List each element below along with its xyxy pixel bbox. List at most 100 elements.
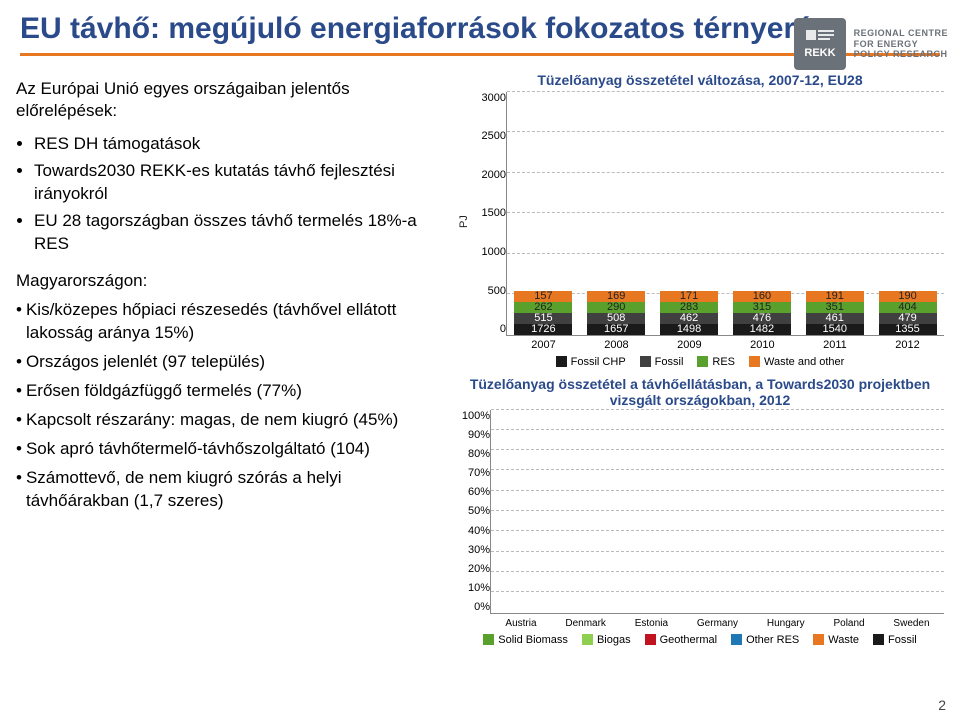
xtick: 2008 [604,339,628,351]
bar-value: 1482 [750,324,774,335]
xtick: Poland [833,618,864,629]
ytick: 10% [468,582,490,594]
bar-segment: 351 [806,302,864,313]
bar-value: 191 [826,291,844,302]
ytick: 60% [468,486,490,498]
bar-value: 1540 [822,324,846,335]
chart1-title: Tüzelőanyag összetétel változása, 2007-1… [456,72,944,88]
legend-label: Fossil CHP [571,356,626,368]
legend-item: Waste [813,634,859,646]
chart1-legend: Fossil CHP Fossil RES Waste and other [456,356,944,368]
ytick: 90% [468,429,490,441]
logo: REKK REGIONAL CENTRE FOR ENERGY POLICY R… [794,18,948,70]
bar-value: 1657 [604,324,628,335]
intro-bullets: RES DH támogatások Towards2030 REKK-es ku… [16,133,446,256]
bar-column: 1482476315160 [733,291,791,335]
legend-item: Fossil [873,634,917,646]
legend-swatch [483,634,494,645]
xtick: Denmark [565,618,606,629]
bar-value: 508 [607,313,625,324]
legend-label: RES [712,356,735,368]
bullet-item: RES DH támogatások [34,133,446,156]
sub-item: •Országos jelenlét (97 település) [16,351,446,374]
legend-swatch [731,634,742,645]
logo-text: REGIONAL CENTRE FOR ENERGY POLICY RESEAR… [854,28,948,60]
ytick: 3000 [482,92,506,104]
bar-segment: 515 [514,313,572,324]
legend-swatch [556,356,567,367]
legend-item: Fossil CHP [556,356,626,368]
legend-item: Solid Biomass [483,634,568,646]
xtick: 2011 [823,339,847,351]
right-column: Tüzelőanyag összetétel változása, 2007-1… [456,72,944,654]
bar-value: 461 [826,313,844,324]
left-column: Az Európai Unió egyes országaiban jelent… [16,72,446,654]
legend-swatch [697,356,708,367]
bar-segment: 262 [514,302,572,313]
ytick: 100% [462,410,490,422]
bar-segment: 283 [660,302,718,313]
bar-value: 283 [680,302,698,313]
bar-segment: 191 [806,291,864,302]
ytick: 40% [468,525,490,537]
bar-value: 157 [534,291,552,302]
legend-label: Biogas [597,634,631,646]
legend-item: Waste and other [749,356,844,368]
bar-segment: 157 [514,291,572,302]
bar-column: 1726515262157 [514,291,572,335]
xtick: 2007 [531,339,555,351]
legend-swatch [640,356,651,367]
xtick: Hungary [767,618,805,629]
xtick: Austria [505,618,536,629]
sub-item: •Kapcsolt részarány: magas, de nem kiugr… [16,409,446,432]
bar-value: 290 [607,302,625,313]
bar-segment: 1482 [733,324,791,335]
bar-column: 1498462283171 [660,291,718,335]
legend-swatch [813,634,824,645]
bar-segment: 404 [879,302,937,313]
bar-value: 190 [898,291,916,302]
chart2-legend: Solid BiomassBiogasGeothermalOther RESWa… [456,634,944,646]
bar-segment: 1726 [514,324,572,335]
bar-value: 262 [534,302,552,313]
bar-segment: 290 [587,302,645,313]
ytick: 70% [468,467,490,479]
bar-segment: 461 [806,313,864,324]
bar-segment: 171 [660,291,718,302]
legend-swatch [749,356,760,367]
bar-value: 351 [826,302,844,313]
bar-value: 479 [898,313,916,324]
chart1-ylabel: PJ [456,92,472,352]
legend-label: Fossil [888,634,917,646]
bar-segment: 190 [879,291,937,302]
ytick: 30% [468,544,490,556]
chart2-plot: AustriaDenmarkEstoniaGermanyHungaryPolan… [490,410,944,614]
sub-item: •Sok apró távhőtermelő-távhőszolgáltató … [16,438,446,461]
legend-item: Biogas [582,634,631,646]
ytick: 1000 [482,246,506,258]
bar-value: 476 [753,313,771,324]
legend-item: RES [697,356,735,368]
ytick: 50% [468,505,490,517]
ytick: 20% [468,563,490,575]
ytick: 2000 [482,169,506,181]
bar-value: 169 [607,291,625,302]
bar-value: 315 [753,302,771,313]
bar-value: 160 [753,291,771,302]
sub-item: •Számottevő, de nem kiugró szórás a hely… [16,467,446,513]
legend-item: Geothermal [645,634,717,646]
xtick: Sweden [893,618,929,629]
legend-swatch [645,634,656,645]
chart2-title: Tüzelőanyag összetétel a távhőellátásban… [456,376,944,408]
chart1-yaxis: 300025002000150010005000 [472,92,506,352]
legend-label: Waste and other [764,356,844,368]
bar-segment: 160 [733,291,791,302]
bullet-item: Towards2030 REKK-es kutatás távhő fejles… [34,160,446,206]
bar-value: 462 [680,313,698,324]
xtick: 2012 [895,339,919,351]
bar-value: 1498 [677,324,701,335]
legend-item: Fossil [640,356,684,368]
bar-value: 404 [898,302,916,313]
legend-swatch [582,634,593,645]
chart1: PJ 300025002000150010005000 172651526215… [456,92,944,352]
